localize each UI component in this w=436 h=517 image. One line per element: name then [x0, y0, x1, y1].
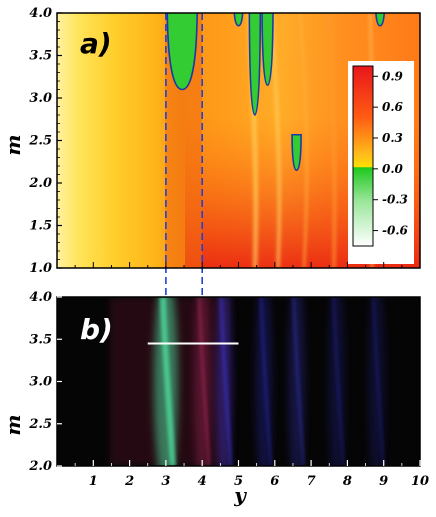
colorbar-tick-label: -0.6	[382, 224, 409, 238]
x-tick-label: 8	[343, 474, 352, 489]
panel-b	[57, 297, 420, 466]
y-tick-label: 2.0	[28, 176, 52, 191]
y-tick-label: 2.5	[28, 417, 52, 432]
y-tick-label: 3.5	[29, 49, 52, 64]
x-tick-label: 1	[89, 474, 98, 489]
spectral-band	[368, 297, 385, 466]
spectral-band	[255, 297, 273, 466]
x-tick-label: 5	[234, 474, 243, 489]
colorbar-tick-label: 0.3	[382, 131, 403, 145]
negative-region	[375, 13, 386, 27]
colorbar-tick-label: 0.0	[382, 162, 404, 176]
x-tick-label: 7	[307, 474, 316, 489]
colorbar-gradient	[352, 65, 374, 247]
y-tick-label: 2.0	[28, 459, 52, 474]
x-tick-label: 6	[270, 474, 279, 489]
y-tick-label: 4.0	[29, 6, 52, 21]
colorbar: 0.9 0.6 0.3 0.0 -0.3 -0.6	[348, 61, 414, 264]
spectral-band	[288, 297, 305, 466]
colorbar-tick-label: 0.9	[382, 69, 404, 83]
x-tick-label: 2	[124, 474, 134, 489]
negative-region	[261, 13, 274, 87]
x-tick-label: 9	[379, 474, 388, 489]
y-tick-label: 3.5	[29, 332, 52, 347]
colorbar-ticks: 0.9 0.6 0.3 0.0 -0.3 -0.6	[373, 69, 409, 238]
negative-region	[233, 13, 244, 27]
panel-b-y-axis: 2.0 2.5 3.0 3.5 4.0	[28, 290, 62, 474]
colorbar-tick-label: 0.6	[382, 100, 404, 114]
x-tick-label: 4	[198, 474, 207, 489]
panel-b-label: b)	[80, 313, 113, 346]
x-tick-label: 10	[411, 474, 429, 489]
y-tick-label: 1.0	[29, 261, 52, 276]
y-tick-label: 3.0	[29, 375, 52, 390]
colorbar-tick-label: -0.3	[382, 193, 408, 207]
y-tick-label: 2.5	[28, 134, 52, 149]
spectral-band	[194, 297, 211, 466]
negative-region	[291, 133, 302, 172]
panel-b-x-axis: 1 2 3 4 5 6 7 8 9 10	[74, 460, 429, 489]
x-tick-label: 3	[161, 474, 170, 489]
spectral-band	[215, 297, 233, 466]
y-tick-label: 1.5	[29, 219, 52, 234]
spectral-band	[153, 297, 178, 466]
panel-a-dashed-markers	[165, 13, 203, 312]
negative-region	[166, 13, 198, 91]
panel-a-y-axis-title: m	[1, 134, 25, 155]
panel-b-x-axis-title: y	[233, 483, 247, 507]
panel-b-bands	[153, 297, 385, 466]
panel-b-y-axis-title: m	[1, 414, 25, 435]
panel-a-y-axis: 1.0 1.5 2.0 2.5 3.0 3.5 4.0	[28, 6, 403, 276]
panel-a-label: a)	[80, 27, 112, 60]
spectral-band	[328, 297, 345, 466]
y-tick-label: 4.0	[29, 290, 52, 305]
negative-regions	[166, 13, 386, 172]
y-tick-label: 3.0	[29, 91, 52, 106]
negative-region	[248, 13, 262, 116]
